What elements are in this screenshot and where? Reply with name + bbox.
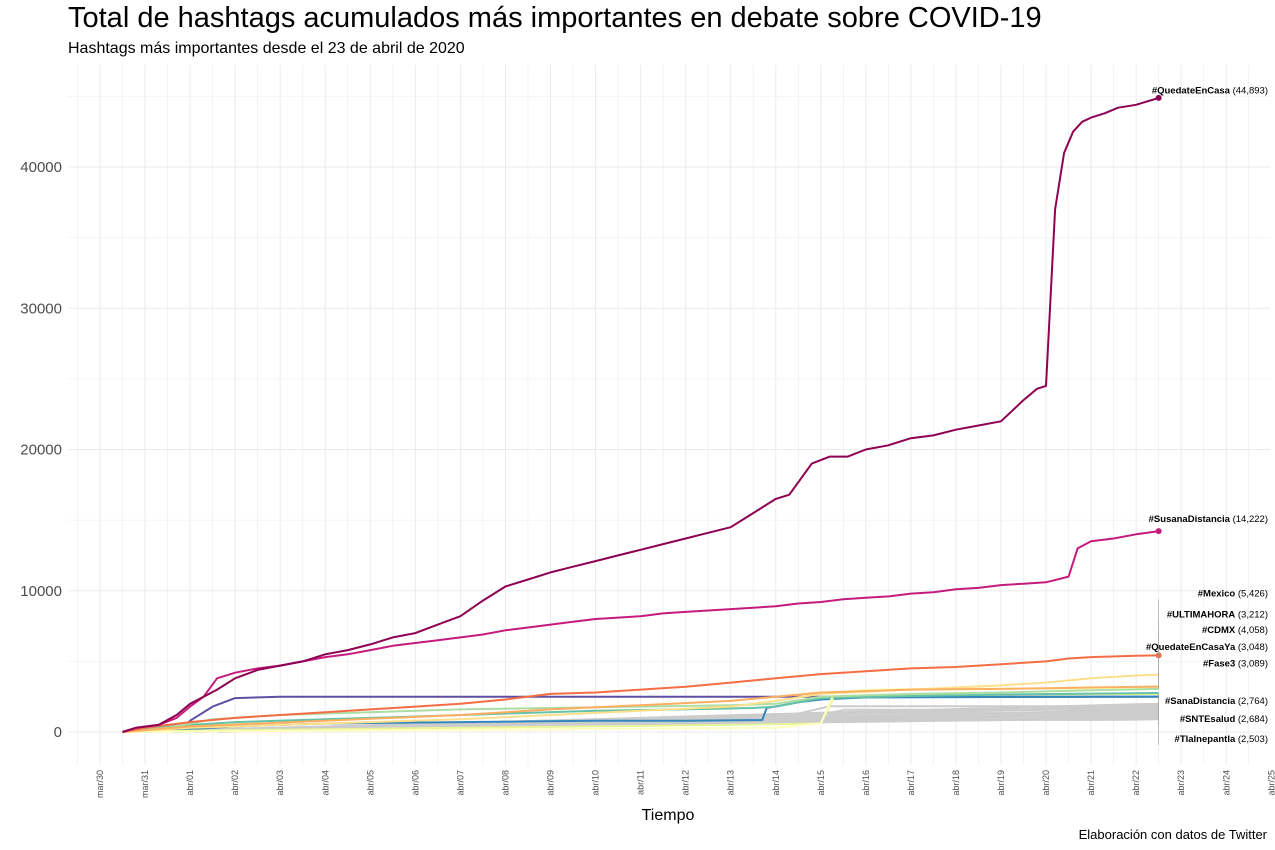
series-value-label: (2,503) <box>1235 734 1268 745</box>
x-tick-label: abr/12 <box>681 770 691 796</box>
series-value-label: (2,684) <box>1235 714 1268 725</box>
x-tick-label: abr/09 <box>546 770 556 796</box>
series-end-label: #SusanaDistancia (14,222) <box>1149 514 1268 525</box>
series-value-label: (4,058) <box>1235 625 1268 636</box>
x-tick-label: abr/22 <box>1131 770 1141 796</box>
x-tick-label: abr/25 <box>1266 770 1275 796</box>
x-tick-label: abr/05 <box>365 770 375 796</box>
series-line <box>122 654 1159 733</box>
x-tick-label: abr/01 <box>185 770 195 796</box>
x-tick-label: abr/11 <box>636 770 646 795</box>
series-value-label: (2,764) <box>1235 696 1268 707</box>
x-tick-label: abr/14 <box>771 770 781 796</box>
series-end-label: #SanaDistancia (2,764) <box>1165 696 1268 707</box>
x-tick-label: mar/31 <box>140 770 150 798</box>
series-value-label: (3,212) <box>1235 610 1268 621</box>
series-line <box>122 96 1159 733</box>
series-name-label: #SNTEsalud <box>1180 714 1236 725</box>
label-layer: #QuedateEnCasa (44,893) #SusanaDistancia … <box>1146 86 1268 745</box>
series-line <box>122 530 1159 733</box>
series-value-label: (14,222) <box>1230 514 1268 525</box>
series-end-label: #QuedateEnCasa (44,893) <box>1152 86 1268 97</box>
series-end-label: #Fase3 (3,089) <box>1203 658 1268 669</box>
series-name-label: #ULTIMAHORA <box>1167 610 1236 621</box>
y-tick-label: 20000 <box>20 442 62 459</box>
series-end-label: #ULTIMAHORA (3,212) <box>1167 610 1268 621</box>
x-tick-label: abr/03 <box>275 770 285 796</box>
series-name-label: #Mexico <box>1198 588 1236 599</box>
chart-subtitle: Hashtags más importantes desde el 23 de … <box>68 40 465 57</box>
series-end-label: #SNTEsalud (2,684) <box>1180 714 1268 725</box>
series-value-label: (5,426) <box>1235 588 1268 599</box>
series-layer <box>122 96 1159 733</box>
chart-caption: Elaboración con datos de Twitter <box>1078 827 1267 842</box>
y-tick-label: 40000 <box>20 159 62 176</box>
x-tick-label: abr/13 <box>726 770 736 796</box>
axis-layer: 0 10000 20000 30000 40000 mar/30 mar/31 abr/01 a… <box>20 159 1275 798</box>
x-tick-label: abr/04 <box>320 770 330 796</box>
background-series-line <box>194 702 1159 733</box>
y-tick-label: 10000 <box>20 583 62 600</box>
y-tick-label: 0 <box>54 724 62 741</box>
series-name-label: #Tlalnepantla <box>1175 734 1236 745</box>
y-tick-label: 30000 <box>20 300 62 317</box>
x-tick-label: abr/23 <box>1176 770 1186 796</box>
series-end-point <box>1155 94 1162 101</box>
series-end-label: #CDMX (4,058) <box>1202 625 1268 636</box>
x-tick-label: abr/20 <box>1041 770 1051 796</box>
x-axis-label: Tiempo <box>642 807 695 824</box>
x-tick-label: abr/17 <box>906 770 916 796</box>
series-value-label: (3,048) <box>1235 642 1268 653</box>
grid-layer <box>68 65 1270 765</box>
x-tick-label: abr/24 <box>1221 770 1231 796</box>
series-name-label: #CDMX <box>1202 625 1236 636</box>
series-end-label: #Mexico (5,426) <box>1198 588 1268 599</box>
x-tick-label: abr/16 <box>861 770 871 796</box>
series-name-label: #QuedateEnCasaYa <box>1146 642 1236 653</box>
series-end-label: #QuedateEnCasaYa (3,048) <box>1146 642 1268 653</box>
series-name-label: #QuedateEnCasa <box>1152 86 1231 97</box>
series-end-label: #Tlalnepantla (2,503) <box>1175 734 1268 745</box>
x-tick-label: abr/02 <box>230 770 240 796</box>
x-tick-label: abr/10 <box>591 770 601 796</box>
x-tick-label: abr/19 <box>996 770 1006 796</box>
series-name-label: #Fase3 <box>1203 658 1235 669</box>
series-line <box>122 685 1159 733</box>
x-tick-label: abr/06 <box>410 770 420 796</box>
x-tick-label: abr/08 <box>500 770 510 796</box>
x-tick-label: abr/21 <box>1086 770 1096 796</box>
series-value-label: (3,089) <box>1235 658 1268 669</box>
x-tick-label: abr/07 <box>455 770 465 796</box>
x-tick-label: abr/15 <box>816 770 826 796</box>
series-end-point <box>1155 528 1162 535</box>
series-name-label: #SusanaDistancia <box>1149 514 1231 525</box>
x-tick-label: abr/18 <box>951 770 961 796</box>
series-value-label: (44,893) <box>1230 86 1268 97</box>
chart-title: Total de hashtags acumulados más importa… <box>68 2 1042 34</box>
series-line <box>122 673 1159 733</box>
x-tick-label: mar/30 <box>95 770 105 798</box>
series-name-label: #SanaDistancia <box>1165 696 1236 707</box>
